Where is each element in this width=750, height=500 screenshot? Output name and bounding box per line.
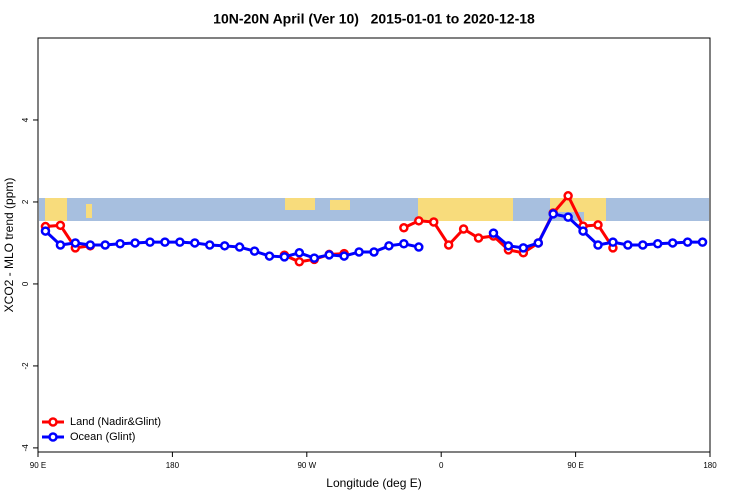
x-tick-label: 180 [703,461,717,470]
data-point [85,240,96,250]
data-point [145,237,155,247]
data-point [354,247,364,257]
legend-marker [48,432,58,442]
data-point [682,237,693,247]
data-point [70,238,81,248]
data-point [190,238,200,248]
data-point [667,238,678,248]
legend-label: Land (Nadir&Glint) [70,416,161,428]
legend-marker [48,417,58,427]
data-point [204,240,215,250]
data-point [623,240,633,250]
data-point [458,224,469,234]
y-tick-label: 4 [21,117,30,122]
data-point [40,226,51,236]
data-point [563,191,573,201]
y-tick-label: 0 [21,281,30,286]
data-point [638,240,648,250]
data-point [115,239,125,249]
data-point [279,252,290,262]
data-point [593,240,603,250]
data-point [309,253,320,263]
data-point [652,239,663,249]
data-point [443,240,454,250]
data-point [234,242,245,252]
y-tick-label: 2 [21,199,30,204]
data-point [428,217,439,227]
data-point [414,216,424,226]
data-point [100,240,110,250]
data-point [55,240,66,250]
x-tick-label: 90 E [567,461,583,470]
x-tick-label: 90 E [30,461,46,470]
data-point [369,247,379,257]
plot-frame [37,37,711,453]
y-tick-label: -2 [21,362,30,370]
data-point [533,238,544,248]
x-tick-label: 90 W [297,461,316,470]
data-point [697,237,708,247]
data-point [518,243,529,253]
x-axis-label: Longitude (deg E) [326,476,421,490]
y-tick-label: -4 [21,444,30,452]
data-point [578,226,588,236]
data-point [324,250,334,260]
data-point [503,241,514,251]
data-point [488,228,499,238]
data-point [264,251,275,261]
data-point [399,239,409,249]
data-point [339,251,349,261]
data-point [414,242,424,252]
data-point [294,248,305,258]
data-point [130,238,140,248]
data-point [160,237,170,247]
chart-title: 10N-20N April (Ver 10) 2015-01-01 to 202… [213,11,535,27]
legend-label: Ocean (Glint) [70,431,135,443]
data-point [399,223,409,233]
data-point [219,241,230,251]
data-point [473,233,484,243]
data-point [593,220,603,230]
x-tick-label: 180 [166,461,180,470]
data-point [249,246,260,256]
data-point [384,241,394,251]
data-point [294,257,305,267]
data-point [608,237,618,247]
data-point [175,237,185,247]
y-axis-label: XCO2 - MLO trend (ppm) [2,178,16,313]
map-band [39,198,709,221]
x-tick-label: 0 [439,461,444,470]
data-point [563,212,573,222]
data-point [55,220,66,231]
data-point [548,209,558,219]
